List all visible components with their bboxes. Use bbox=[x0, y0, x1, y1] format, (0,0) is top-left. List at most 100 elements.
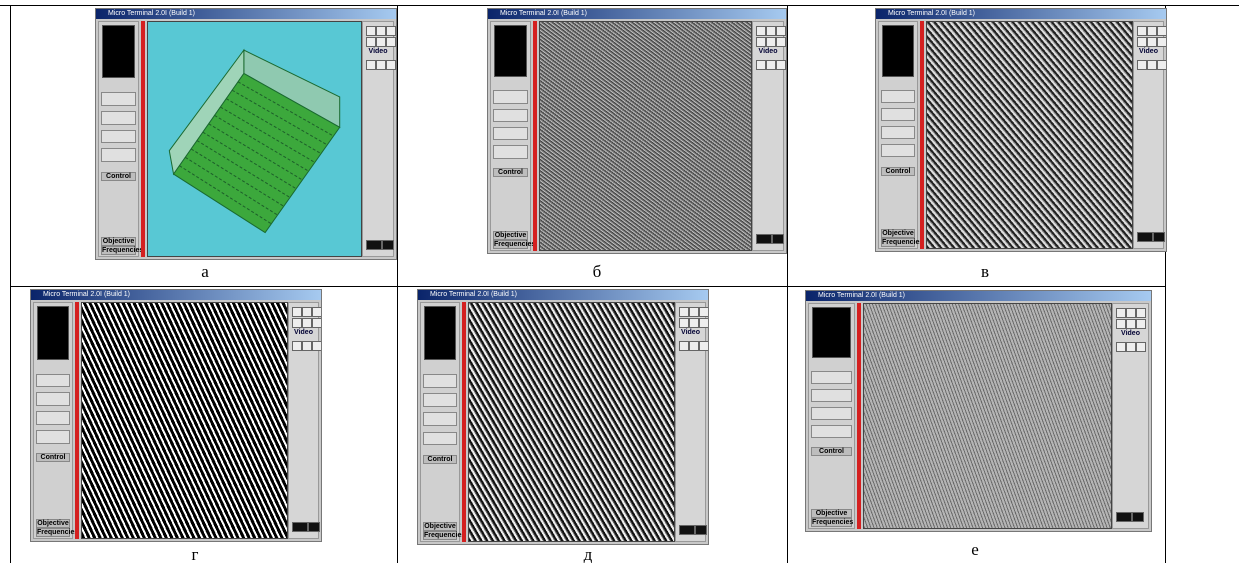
tool-icon bbox=[302, 307, 312, 317]
image-view bbox=[147, 21, 362, 257]
tool-icon bbox=[1157, 26, 1167, 36]
tool-icon bbox=[1153, 232, 1165, 242]
control-row bbox=[881, 144, 915, 157]
tool-icon bbox=[1126, 342, 1136, 352]
footer-button: Objective bbox=[493, 231, 528, 240]
control-row bbox=[101, 130, 136, 144]
tool-icon bbox=[772, 234, 784, 244]
left-panel: ControlObjectiveFrequencies bbox=[420, 302, 460, 542]
video-button: Video bbox=[291, 329, 316, 336]
control-button: Control bbox=[811, 447, 852, 456]
status-display bbox=[102, 25, 135, 78]
tool-icon bbox=[1147, 26, 1157, 36]
tool-icon bbox=[366, 60, 376, 70]
surface-plot bbox=[148, 22, 361, 256]
title-bar: Micro Terminal 2.0I (Build 1) bbox=[418, 290, 708, 300]
tool-icon bbox=[699, 318, 709, 328]
status-display bbox=[494, 25, 527, 77]
left-panel: Control ObjectiveFrequencies bbox=[808, 303, 855, 529]
footer-button: Frequencies bbox=[881, 238, 915, 247]
footer-button: Frequencies bbox=[36, 528, 70, 537]
footer-button: Objective bbox=[811, 509, 852, 518]
status-display bbox=[882, 25, 914, 77]
video-button: Video bbox=[1136, 48, 1161, 55]
tool-icon bbox=[292, 318, 302, 328]
title-bar: Micro Terminal 2.0I (Build 1) bbox=[96, 9, 396, 19]
control-row bbox=[811, 407, 852, 420]
tool-icon bbox=[1137, 232, 1153, 242]
footer-button: Objective bbox=[36, 519, 70, 528]
tool-icon bbox=[366, 37, 376, 47]
video-button: Video bbox=[365, 48, 391, 55]
rule bbox=[0, 5, 1239, 6]
control-row bbox=[423, 432, 457, 446]
title-bar: Micro Terminal 2.0I (Build 1) bbox=[806, 291, 1151, 301]
image-view bbox=[539, 21, 752, 251]
tool-icon bbox=[312, 318, 322, 328]
tool-icon bbox=[1116, 512, 1132, 522]
tool-icon bbox=[756, 234, 772, 244]
video-button: Video bbox=[1115, 330, 1146, 337]
title-bar: Micro Terminal 2.0I (Build 1) bbox=[31, 290, 321, 300]
red-stripe bbox=[75, 302, 79, 539]
footer-button: Objective bbox=[881, 229, 915, 238]
screenshot-window: Micro Terminal 2.0I (Build 1) Control Obje… bbox=[805, 290, 1152, 532]
tool-icon bbox=[382, 240, 394, 250]
tool-icon bbox=[366, 240, 382, 250]
control-row bbox=[36, 392, 70, 406]
tool-icon bbox=[1147, 60, 1157, 70]
status-display bbox=[812, 307, 851, 358]
tool-icon bbox=[766, 60, 776, 70]
toolbar: Video bbox=[675, 302, 706, 542]
tool-icon bbox=[292, 341, 302, 351]
control-row bbox=[493, 109, 528, 122]
tool-icon bbox=[756, 60, 766, 70]
tool-icon bbox=[308, 522, 320, 532]
tool-icon bbox=[756, 37, 766, 47]
tool-icon bbox=[695, 525, 707, 535]
left-panel: ControlObjectiveFrequencies bbox=[878, 21, 918, 249]
footer-button: Frequencies bbox=[811, 518, 852, 527]
tool-icon bbox=[1157, 60, 1167, 70]
toolbar: Video bbox=[288, 302, 319, 539]
control-button: Control bbox=[493, 168, 528, 177]
toolbar: Video bbox=[362, 21, 394, 257]
rule bbox=[787, 5, 788, 563]
tool-icon bbox=[302, 318, 312, 328]
red-stripe bbox=[533, 21, 537, 251]
tool-icon bbox=[386, 60, 396, 70]
tool-icon bbox=[679, 341, 689, 351]
rule bbox=[10, 5, 11, 563]
status-display bbox=[424, 306, 456, 360]
panel-label: а bbox=[201, 262, 209, 282]
tool-icon bbox=[1116, 308, 1126, 318]
tool-icon bbox=[1147, 37, 1157, 47]
tool-icon bbox=[699, 341, 709, 351]
control-row bbox=[811, 389, 852, 402]
control-row bbox=[101, 148, 136, 162]
tool-icon bbox=[376, 60, 386, 70]
tool-icon bbox=[699, 307, 709, 317]
panel-label: г bbox=[192, 545, 199, 563]
tool-icon bbox=[776, 60, 786, 70]
left-panel: ControlObjectiveFrequencies bbox=[490, 21, 531, 251]
rule bbox=[10, 286, 1166, 287]
panel-label: б bbox=[593, 262, 602, 282]
footer-button: Objective bbox=[101, 237, 136, 246]
panel-label: в bbox=[981, 262, 989, 282]
footer-button: Frequencies bbox=[101, 246, 136, 255]
tool-icon bbox=[386, 37, 396, 47]
red-stripe bbox=[141, 21, 145, 257]
status-display bbox=[37, 306, 69, 360]
figure: а Micro Terminal 2.0I (Build 1) Control Obj… bbox=[0, 0, 1239, 563]
control-row bbox=[881, 108, 915, 121]
footer-button: Frequencies bbox=[423, 531, 457, 540]
tool-icon bbox=[302, 341, 312, 351]
control-row bbox=[493, 145, 528, 158]
tool-icon bbox=[1157, 37, 1167, 47]
control-row bbox=[101, 111, 136, 125]
